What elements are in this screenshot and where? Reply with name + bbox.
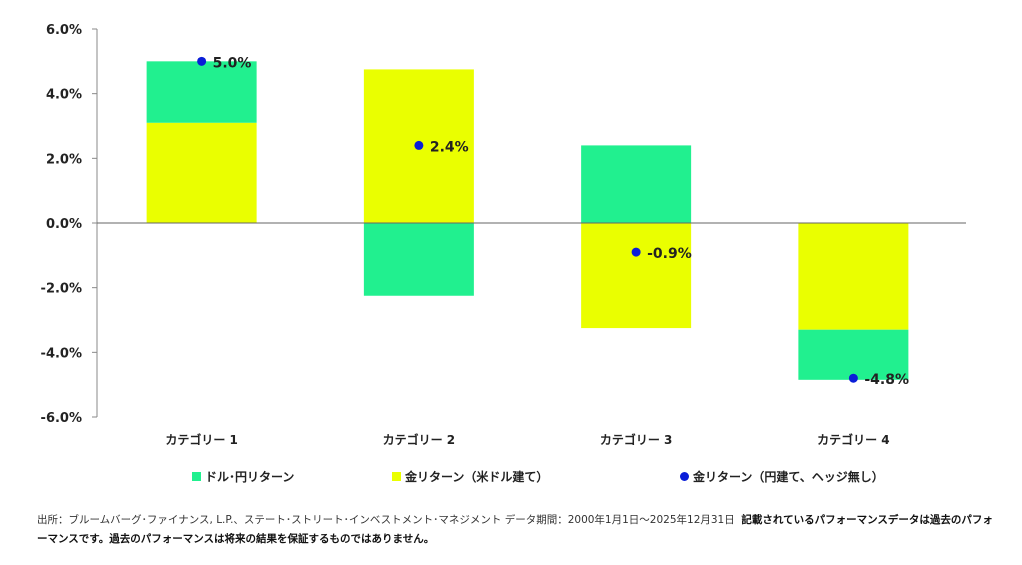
y-tick-label: -2.0% — [41, 282, 82, 297]
bar-segment — [798, 329, 909, 380]
y-tick-label: 2.0% — [46, 152, 82, 167]
data-point — [848, 373, 858, 383]
y-tick-label: 0.0% — [46, 217, 82, 232]
legend-label: 金リターン（米ドル建て） — [404, 469, 548, 484]
y-tick-label: 6.0% — [46, 23, 82, 38]
bar-segment — [146, 61, 257, 123]
legend-label: ドル･円リターン — [205, 470, 294, 484]
bar-segment — [798, 223, 909, 330]
data-label: 2.4% — [430, 139, 469, 155]
data-label: -0.9% — [647, 246, 692, 262]
category-label: カテゴリー 4 — [817, 432, 890, 447]
legend-swatch — [680, 472, 689, 481]
bar-segment — [581, 145, 692, 223]
bar-segment — [363, 223, 474, 296]
legend-swatch — [392, 472, 401, 481]
data-point — [414, 140, 424, 150]
legend: ドル･円リターン 金リターン（米ドル建て） 金リターン（円建て、ヘッジ無し） — [192, 469, 884, 484]
points: 5.0% 2.4% -0.9% -4.8% — [197, 55, 909, 388]
data-point — [197, 56, 207, 66]
category-labels: カテゴリー 1 カテゴリー 2 カテゴリー 3 カテゴリー 4 — [165, 432, 889, 447]
footer: 出所：ブルームバーグ･ファイナンス, L.P.、ステート･ストリート･インベスト… — [37, 511, 997, 549]
y-ticks: 6.0% 4.0% 2.0% 0.0% -2.0% -4.0% -6.0% — [41, 23, 97, 426]
bar-segment — [146, 122, 257, 223]
data-label: 5.0% — [213, 55, 252, 71]
category-label: カテゴリー 1 — [165, 432, 238, 447]
y-tick-label: -6.0% — [41, 411, 82, 426]
data-point — [631, 247, 641, 257]
bar-segment — [581, 223, 692, 329]
bars — [146, 61, 909, 380]
data-label: -4.8% — [864, 372, 909, 388]
disclaimer: 記載されているパフォーマンスデータは過去のパフォーマンスです。過去のパフォーマン… — [37, 514, 993, 545]
source-note: 出所：ブルームバーグ･ファイナンス, L.P.、ステート･ストリート･インベスト… — [37, 514, 735, 526]
legend-label: 金リターン（円建て、ヘッジ無し） — [692, 469, 884, 484]
category-label: カテゴリー 2 — [383, 432, 456, 447]
category-label: カテゴリー 3 — [600, 432, 673, 447]
legend-swatch — [192, 472, 201, 481]
y-tick-label: -4.0% — [41, 346, 82, 361]
y-tick-label: 4.0% — [46, 88, 82, 103]
